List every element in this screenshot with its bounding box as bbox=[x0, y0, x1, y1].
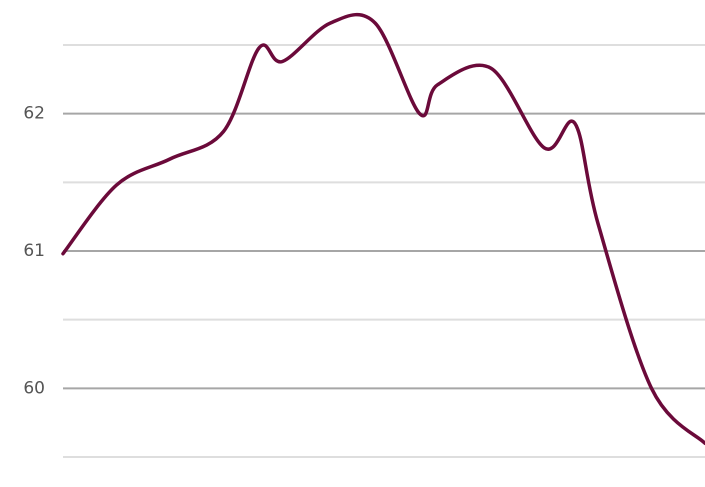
grid bbox=[63, 44, 705, 458]
y-axis-tick-labels: 60 61 62 bbox=[23, 104, 45, 399]
y-tick-label: 60 bbox=[23, 378, 45, 398]
y-tick-label: 61 bbox=[23, 241, 45, 261]
y-tick-label: 62 bbox=[23, 104, 45, 124]
series-layer bbox=[61, 12, 705, 446]
series-line bbox=[61, 12, 705, 446]
